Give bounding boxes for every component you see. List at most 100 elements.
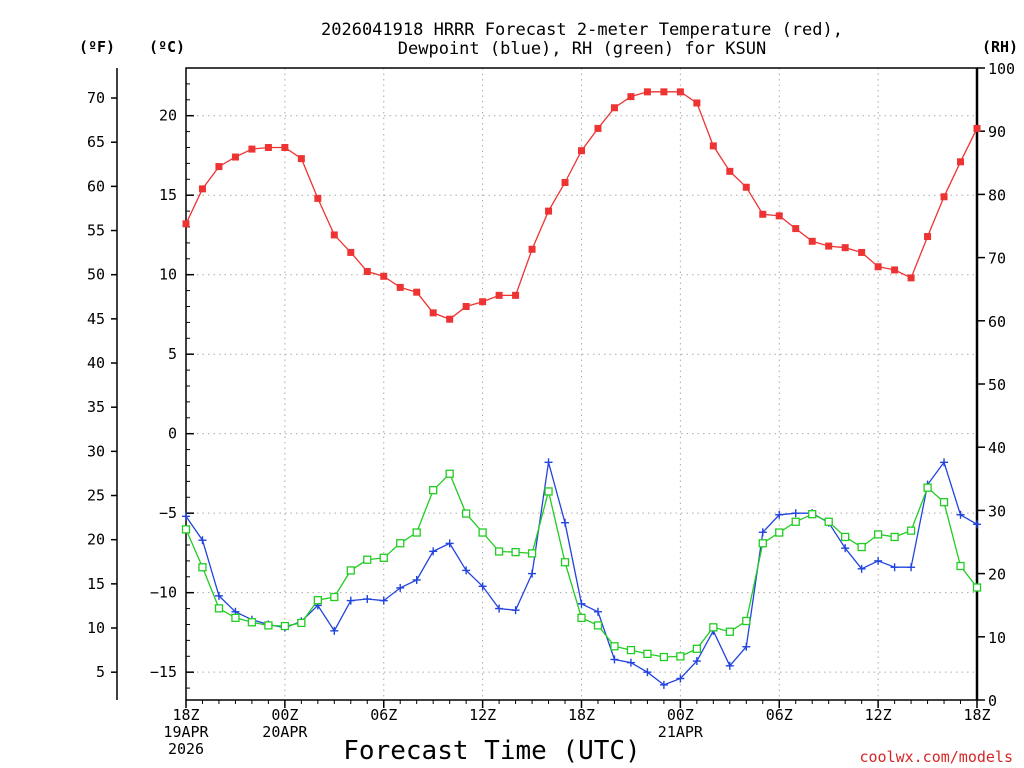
dewpoint-point: [363, 595, 372, 604]
temperature-point: [627, 93, 635, 101]
rh-point: [824, 517, 833, 526]
x-tick-label: 12Z: [865, 706, 892, 724]
temperature-point: [462, 302, 470, 310]
temperature-point: [297, 155, 305, 163]
rh-point: [330, 592, 339, 602]
temperature-point: [858, 248, 866, 256]
rh-point: [692, 644, 702, 653]
dewpoint-point: [593, 607, 602, 616]
dewpoint-point: [214, 591, 223, 600]
dewpoint-point: [577, 599, 586, 608]
dewpoint-point: [775, 510, 784, 519]
fahrenheit-unit-label: (ºF): [79, 38, 115, 56]
temperature-point: [759, 210, 767, 218]
rh-point: [923, 483, 932, 492]
x-tick-label: 06Z: [370, 706, 397, 724]
rh-point: [593, 621, 603, 630]
rh-point: [297, 618, 306, 628]
temperature-point: [825, 242, 833, 250]
celsius-tick-label: −5: [159, 504, 177, 522]
temperature-point: [380, 272, 388, 280]
temperature-point: [924, 233, 932, 241]
dewpoint-point: [857, 564, 866, 573]
rh-point: [791, 517, 800, 526]
dewpoint-point: [544, 458, 553, 467]
fahrenheit-tick-label: 15: [87, 575, 105, 593]
rh-point: [890, 532, 899, 542]
dewpoint-point: [940, 458, 949, 467]
fahrenheit-tick-label: 40: [87, 354, 105, 372]
tick-labels: 20151050−5−10−15706560555045403530252015…: [87, 60, 1015, 758]
fahrenheit-tick-label: 20: [87, 531, 105, 549]
temperature-point: [957, 158, 965, 166]
rh-tick-label: 50: [988, 376, 1006, 394]
dewpoint-point: [396, 583, 405, 592]
gridlines: [186, 68, 977, 700]
temperature-point: [808, 237, 816, 245]
rh-point: [396, 539, 405, 548]
dewpoint-point: [676, 674, 685, 683]
rh-point: [709, 623, 718, 632]
rh-tick-label: 70: [988, 250, 1006, 268]
rh-point: [841, 532, 850, 542]
temperature-point: [643, 88, 651, 96]
temperature-point: [973, 124, 981, 132]
dewpoint-point: [346, 596, 355, 605]
temperature-point: [479, 298, 487, 306]
temperature-point: [775, 212, 783, 220]
temperature-point: [742, 183, 750, 191]
rh-point: [972, 583, 982, 592]
dewpoint-point: [495, 604, 504, 613]
dewpoint-point: [725, 661, 734, 670]
temperature-point: [396, 283, 404, 291]
dewpoint-point: [758, 528, 767, 537]
rh-point: [379, 553, 388, 562]
rh-point: [429, 486, 438, 495]
dewpoint-point: [511, 606, 520, 615]
temperature-point: [231, 153, 239, 161]
dewpoint-point: [330, 626, 339, 635]
dewpoint-point: [528, 569, 537, 578]
rh-point: [857, 542, 866, 552]
fahrenheit-tick-label: 25: [87, 487, 105, 505]
x-tick-label: 21APR: [658, 723, 704, 741]
x-tick-label: 18Z: [568, 706, 595, 724]
dewpoint-point: [956, 510, 965, 519]
temperature-point: [347, 248, 355, 256]
x-tick-label: 00Z: [667, 706, 694, 724]
rh-point: [775, 528, 784, 537]
rh-point: [264, 621, 273, 630]
fahrenheit-tick-label: 50: [87, 266, 105, 284]
temperature-point: [594, 124, 602, 132]
temperature-point: [446, 315, 454, 323]
temperature-point: [693, 99, 701, 107]
rh-point: [560, 558, 570, 567]
celsius-tick-label: −10: [150, 584, 177, 602]
temperature-point: [792, 225, 800, 233]
fahrenheit-tick-label: 65: [87, 133, 105, 151]
celsius-tick-label: 10: [159, 266, 177, 284]
rh-point: [643, 649, 652, 659]
axes: [111, 67, 985, 708]
rh-point: [313, 595, 322, 605]
temperature-point: [281, 143, 289, 151]
rh-point: [181, 525, 191, 534]
rh-point: [544, 487, 553, 496]
rh-tick-label: 0: [988, 692, 997, 710]
rh-tick-label: 100: [988, 60, 1015, 78]
x-tick-label: 18Z: [963, 706, 990, 724]
temperature-point: [264, 143, 272, 151]
rh-point: [412, 528, 421, 537]
rh-point: [626, 645, 636, 655]
celsius-tick-label: 20: [159, 107, 177, 125]
rh-tick-label: 20: [988, 566, 1006, 584]
dewpoint-point: [462, 566, 471, 575]
rh-point: [676, 652, 685, 661]
temperature-point: [578, 147, 585, 155]
dewpoint-point: [973, 520, 981, 529]
fahrenheit-tick-label: 45: [87, 310, 105, 328]
temperature-point: [907, 274, 915, 282]
fahrenheit-tick-label: 5: [96, 663, 105, 681]
rh-point: [478, 528, 487, 537]
temperature-point: [726, 167, 734, 175]
